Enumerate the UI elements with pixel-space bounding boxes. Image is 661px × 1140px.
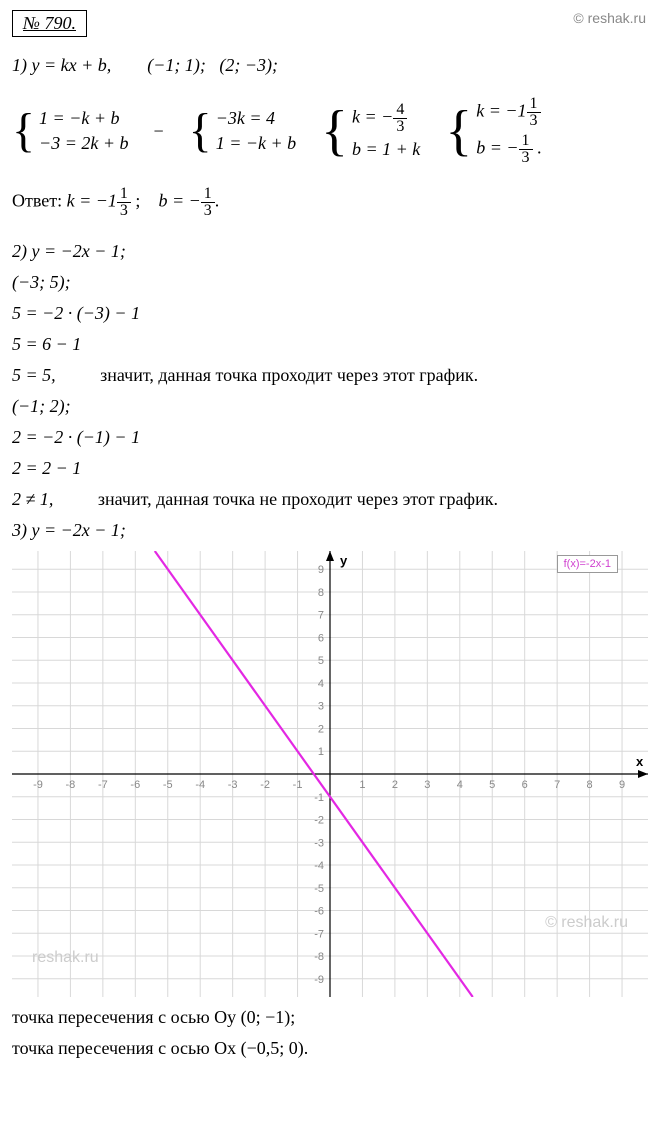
sys4-eq2: b = −13 .	[476, 133, 541, 166]
sys4-eq1: k = −113	[476, 96, 541, 129]
problem-number-box: № 790.	[12, 10, 87, 37]
svg-text:9: 9	[619, 779, 625, 791]
svg-text:7: 7	[554, 779, 560, 791]
part2-equation: 2) y = −2x − 1;	[12, 241, 649, 262]
svg-text:-1: -1	[293, 779, 303, 791]
svg-text:-4: -4	[314, 860, 324, 872]
chart-svg: -9 -8 -7 -6 -5 -4 -3 -2 -1 1 2 3 4 5 6 7 8 9 -9 -8 -7 -6 -5 -4 -…	[12, 551, 648, 997]
svg-text:2: 2	[392, 779, 398, 791]
svg-text:4: 4	[318, 678, 324, 690]
svg-text:-8: -8	[314, 951, 324, 963]
svg-text:6: 6	[318, 632, 324, 644]
svg-text:-9: -9	[314, 974, 324, 986]
part3-equation: 3) y = −2x − 1;	[12, 520, 649, 541]
system-4: { k = −113 b = −13 .	[445, 96, 541, 166]
systems-row: { 1 = −k + b −3 = 2k + b − { −3k = 4 1 =…	[12, 96, 649, 166]
sys3-eq1: k = −43	[352, 102, 420, 135]
svg-text:7: 7	[318, 610, 324, 622]
sys2-eq1: −3k = 4	[216, 108, 296, 129]
svg-text:-9: -9	[33, 779, 43, 791]
sys2-eq2: 1 = −k + b	[216, 133, 296, 154]
svg-text:-3: -3	[314, 837, 324, 849]
part2-line3: 5 = 5, значит, данная точка проходит чер…	[12, 365, 649, 386]
part2-line6: 2 ≠ 1, значит, данная точка не проходит …	[12, 489, 649, 510]
system-1: { 1 = −k + b −3 = 2k + b	[12, 107, 128, 155]
chart-container: -9 -8 -7 -6 -5 -4 -3 -2 -1 1 2 3 4 5 6 7 8 9 -9 -8 -7 -6 -5 -4 -…	[12, 551, 648, 997]
svg-text:3: 3	[318, 701, 324, 713]
svg-text:8: 8	[318, 587, 324, 599]
part2-line1: 5 = −2 · (−3) − 1	[12, 303, 649, 324]
system-2: { −3k = 4 1 = −k + b	[189, 107, 296, 155]
svg-text:-5: -5	[163, 779, 173, 791]
part2-line2: 5 = 6 − 1	[12, 334, 649, 355]
part2-point2: (−1; 2);	[12, 396, 649, 417]
svg-text:-8: -8	[66, 779, 76, 791]
svg-text:8: 8	[587, 779, 593, 791]
sys1-eq1: 1 = −k + b	[39, 108, 128, 129]
svg-text:1: 1	[359, 779, 365, 791]
part2-point1: (−3; 5);	[12, 272, 649, 293]
conclusion-1: точка пересечения с осью Oy (0; −1);	[12, 1007, 649, 1028]
svg-text:-2: -2	[314, 815, 324, 827]
system-3: { k = −43 b = 1 + k	[321, 102, 420, 160]
svg-text:-5: -5	[314, 883, 324, 895]
sys3-eq2: b = 1 + k	[352, 139, 420, 160]
svg-text:2: 2	[318, 723, 324, 735]
svg-text:-6: -6	[130, 779, 140, 791]
svg-text:4: 4	[457, 779, 463, 791]
svg-text:x: x	[636, 754, 644, 769]
part1-equation: 1) y = kx + b, (−1; 1); (2; −3);	[12, 55, 649, 76]
svg-text:5: 5	[489, 779, 495, 791]
svg-text:9: 9	[318, 564, 324, 576]
svg-text:-6: -6	[314, 906, 324, 918]
chart-legend: f(x)=-2x-1	[557, 555, 618, 573]
svg-text:3: 3	[424, 779, 430, 791]
svg-text:-2: -2	[260, 779, 270, 791]
sys1-eq2: −3 = 2k + b	[39, 133, 128, 154]
svg-text:6: 6	[522, 779, 528, 791]
sys-separator: −	[153, 121, 163, 142]
svg-text:-3: -3	[228, 779, 238, 791]
svg-text:1: 1	[318, 746, 324, 758]
svg-text:-4: -4	[195, 779, 205, 791]
conclusion-2: точка пересечения с осью Ox (−0,5; 0).	[12, 1038, 649, 1059]
svg-text:-7: -7	[98, 779, 108, 791]
svg-text:-7: -7	[314, 928, 324, 940]
part2-line4: 2 = −2 · (−1) − 1	[12, 427, 649, 448]
svg-text:y: y	[340, 553, 348, 568]
watermark-top: © reshak.ru	[573, 10, 646, 26]
answer-line: Ответ: k = −113 ; b = −13.	[12, 186, 649, 219]
svg-text:5: 5	[318, 655, 324, 667]
svg-text:-1: -1	[314, 792, 324, 804]
part2-line5: 2 = 2 − 1	[12, 458, 649, 479]
